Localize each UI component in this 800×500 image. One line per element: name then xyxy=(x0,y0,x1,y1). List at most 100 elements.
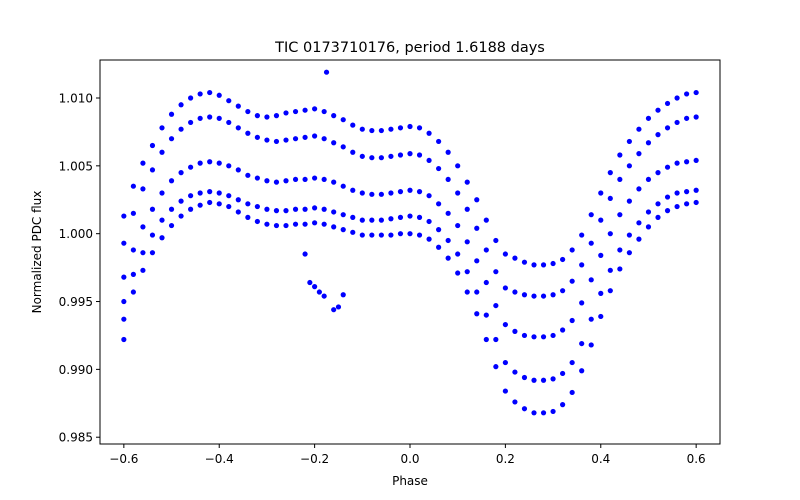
data-point xyxy=(588,240,594,246)
data-point xyxy=(168,111,175,117)
data-point xyxy=(626,138,632,145)
data-point xyxy=(617,266,623,272)
data-point xyxy=(693,187,699,193)
data-point xyxy=(512,289,518,295)
data-point xyxy=(416,232,423,238)
data-point xyxy=(264,206,270,212)
data-point xyxy=(168,206,175,212)
data-point xyxy=(512,255,518,261)
data-point xyxy=(531,377,537,383)
data-point xyxy=(550,376,556,382)
data-point xyxy=(693,89,699,96)
data-point xyxy=(149,232,156,238)
data-point xyxy=(474,225,480,231)
data-point xyxy=(264,114,270,120)
data-point xyxy=(588,316,594,322)
data-point xyxy=(283,137,289,143)
data-point xyxy=(664,100,671,107)
data-point xyxy=(350,187,356,193)
data-point xyxy=(159,149,165,155)
data-point xyxy=(455,163,461,169)
data-point xyxy=(216,115,222,121)
data-point xyxy=(302,176,308,183)
y-tick-label: 0.995 xyxy=(59,295,93,309)
data-point xyxy=(483,336,489,343)
data-point xyxy=(521,292,528,298)
data-point xyxy=(531,293,537,299)
data-point xyxy=(369,191,375,197)
data-point xyxy=(312,284,318,290)
data-point xyxy=(331,224,337,230)
data-point xyxy=(560,256,566,263)
data-point xyxy=(188,193,194,199)
data-point xyxy=(369,127,375,134)
data-point xyxy=(560,402,566,408)
data-point xyxy=(369,232,375,238)
data-point xyxy=(693,114,699,120)
data-point xyxy=(273,208,280,214)
data-point xyxy=(436,201,442,207)
data-point xyxy=(312,175,318,181)
data-point xyxy=(664,125,671,131)
y-tick-label: 0.985 xyxy=(59,431,93,445)
data-point xyxy=(445,176,451,183)
data-point xyxy=(645,209,652,215)
data-point xyxy=(436,165,442,172)
data-point xyxy=(235,209,241,215)
data-point xyxy=(397,125,404,131)
data-point xyxy=(216,160,222,166)
data-point xyxy=(197,115,203,121)
data-point xyxy=(693,157,699,164)
data-point xyxy=(292,221,299,227)
data-point xyxy=(130,183,136,189)
data-point xyxy=(321,293,327,299)
data-point xyxy=(579,262,585,268)
data-point xyxy=(550,408,556,415)
data-point xyxy=(273,222,280,229)
data-point xyxy=(178,102,184,108)
data-point xyxy=(121,298,127,305)
data-point xyxy=(397,231,404,237)
data-point xyxy=(493,364,499,370)
data-point xyxy=(178,198,184,204)
data-point xyxy=(359,126,365,132)
data-point xyxy=(588,342,594,348)
data-point xyxy=(226,163,232,169)
y-tick-label: 0.990 xyxy=(59,363,93,377)
data-point xyxy=(655,214,661,220)
x-tick-label: 0.2 xyxy=(496,452,515,466)
data-point xyxy=(426,157,432,164)
data-point xyxy=(598,217,604,223)
data-point xyxy=(235,125,241,131)
data-point xyxy=(140,267,146,273)
data-point xyxy=(455,270,461,276)
data-point xyxy=(474,258,480,264)
data-point xyxy=(369,217,375,223)
data-point xyxy=(321,206,327,212)
data-point xyxy=(140,250,146,256)
y-tick-label: 1.005 xyxy=(59,159,93,173)
data-point xyxy=(483,312,489,318)
data-point xyxy=(312,106,318,112)
data-point xyxy=(636,151,642,157)
data-point xyxy=(579,340,585,347)
data-point xyxy=(617,152,623,158)
x-tick-label: 0.6 xyxy=(687,452,706,466)
data-point xyxy=(159,217,165,223)
data-point xyxy=(226,203,232,210)
data-point xyxy=(321,176,327,183)
data-point xyxy=(273,113,280,119)
data-point xyxy=(388,232,394,238)
data-point xyxy=(684,201,690,207)
data-point xyxy=(588,277,594,283)
data-point xyxy=(521,332,528,339)
data-point xyxy=(664,208,671,214)
data-point xyxy=(645,176,652,183)
data-point xyxy=(245,172,251,178)
data-point xyxy=(316,289,322,295)
data-point xyxy=(512,369,518,375)
data-point xyxy=(178,126,184,132)
data-point xyxy=(483,217,489,223)
